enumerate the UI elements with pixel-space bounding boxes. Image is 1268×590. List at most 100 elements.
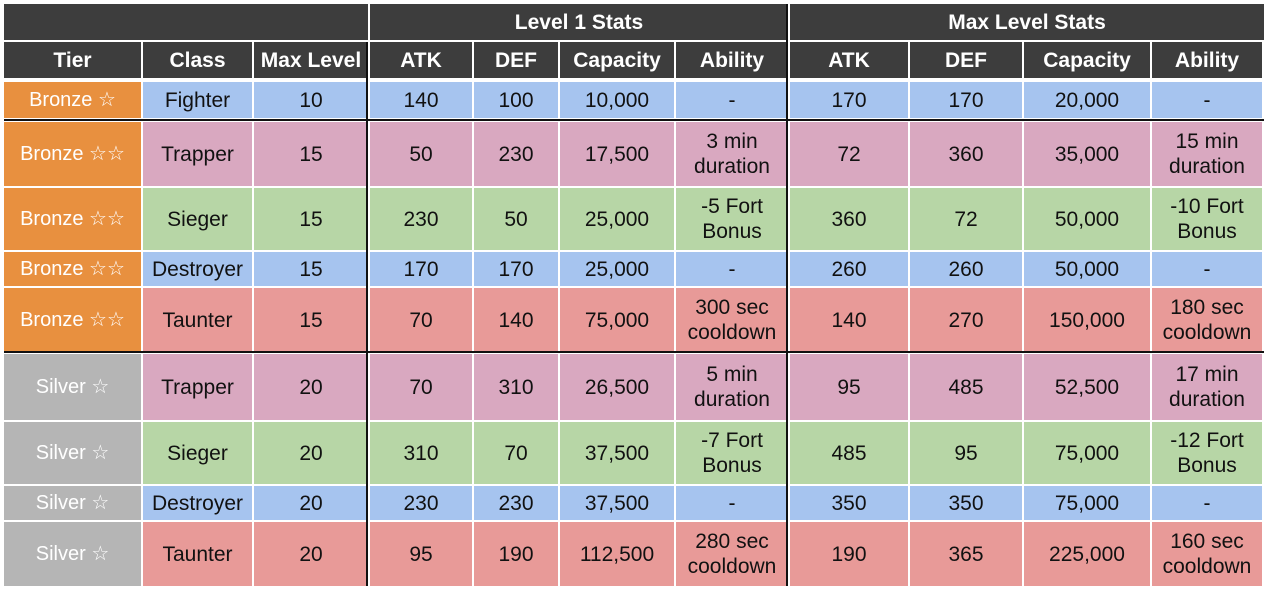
class-cell: Destroyer bbox=[143, 252, 252, 286]
max-atk-cell: 72 bbox=[790, 122, 908, 186]
column-header-max-level: Max Level bbox=[254, 42, 368, 78]
level1-def-cell: 50 bbox=[474, 188, 558, 250]
level1-ability-cell: - bbox=[676, 252, 788, 286]
max-ability-cell: 17 min duration bbox=[1152, 354, 1262, 420]
max-level-cell: 15 bbox=[254, 252, 368, 286]
max-capacity-cell: 35,000 bbox=[1024, 122, 1150, 186]
max-level-cell: 15 bbox=[254, 122, 368, 186]
level1-capacity-cell: 75,000 bbox=[560, 288, 674, 352]
max-ability-cell: 180 sec cooldown bbox=[1152, 288, 1262, 352]
max-level-cell: 20 bbox=[254, 522, 368, 586]
column-header-tier: Tier bbox=[4, 42, 141, 78]
max-ability-cell: 160 sec cooldown bbox=[1152, 522, 1262, 586]
max-capacity-cell: 75,000 bbox=[1024, 486, 1150, 520]
column-header-max-atk: ATK bbox=[790, 42, 908, 78]
max-level-cell: 10 bbox=[254, 82, 368, 118]
level1-ability-cell: 300 sec cooldown bbox=[676, 288, 788, 352]
tier-cell: Bronze ☆☆ bbox=[4, 252, 141, 286]
max-atk-cell: 485 bbox=[790, 422, 908, 484]
column-header-max-capacity: Capacity bbox=[1024, 42, 1150, 78]
level1-atk-cell: 310 bbox=[370, 422, 472, 484]
class-cell: Destroyer bbox=[143, 486, 252, 520]
class-cell: Taunter bbox=[143, 288, 252, 352]
max-atk-cell: 260 bbox=[790, 252, 908, 286]
max-def-cell: 170 bbox=[910, 82, 1022, 118]
max-def-cell: 72 bbox=[910, 188, 1022, 250]
tier-cell: Bronze ☆ bbox=[4, 82, 141, 118]
level1-def-cell: 230 bbox=[474, 486, 558, 520]
max-atk-cell: 190 bbox=[790, 522, 908, 586]
level1-capacity-cell: 37,500 bbox=[560, 422, 674, 484]
tier-cell: Bronze ☆☆ bbox=[4, 188, 141, 250]
group-divider-right bbox=[786, 4, 788, 586]
tier-divider-bronze-silver bbox=[4, 351, 1264, 353]
level1-def-cell: 70 bbox=[474, 422, 558, 484]
level1-atk-cell: 70 bbox=[370, 288, 472, 352]
max-def-cell: 270 bbox=[910, 288, 1022, 352]
max-capacity-cell: 150,000 bbox=[1024, 288, 1150, 352]
level1-capacity-cell: 17,500 bbox=[560, 122, 674, 186]
group-divider-left bbox=[366, 42, 368, 586]
max-ability-cell: - bbox=[1152, 252, 1262, 286]
tier-cell: Silver ☆ bbox=[4, 354, 141, 420]
level1-atk-cell: 70 bbox=[370, 354, 472, 420]
level1-atk-cell: 140 bbox=[370, 82, 472, 118]
level1-atk-cell: 230 bbox=[370, 188, 472, 250]
tier-cell: Bronze ☆☆ bbox=[4, 122, 141, 186]
level1-ability-cell: -5 Fort Bonus bbox=[676, 188, 788, 250]
class-cell: Sieger bbox=[143, 422, 252, 484]
class-cell: Trapper bbox=[143, 122, 252, 186]
max-level-cell: 20 bbox=[254, 422, 368, 484]
max-ability-cell: -10 Fort Bonus bbox=[1152, 188, 1262, 250]
max-capacity-cell: 50,000 bbox=[1024, 188, 1150, 250]
max-def-cell: 260 bbox=[910, 252, 1022, 286]
class-cell: Fighter bbox=[143, 82, 252, 118]
max-ability-cell: - bbox=[1152, 486, 1262, 520]
level1-capacity-cell: 26,500 bbox=[560, 354, 674, 420]
class-cell: Taunter bbox=[143, 522, 252, 586]
level1-def-cell: 230 bbox=[474, 122, 558, 186]
column-header-max-def: DEF bbox=[910, 42, 1022, 78]
level1-atk-cell: 95 bbox=[370, 522, 472, 586]
level1-ability-cell: - bbox=[676, 486, 788, 520]
tier-cell: Silver ☆ bbox=[4, 522, 141, 586]
level1-capacity-cell: 25,000 bbox=[560, 188, 674, 250]
level1-ability-cell: 3 min duration bbox=[676, 122, 788, 186]
max-def-cell: 360 bbox=[910, 122, 1022, 186]
tier-cell: Silver ☆ bbox=[4, 486, 141, 520]
max-ability-cell: -12 Fort Bonus bbox=[1152, 422, 1262, 484]
level1-capacity-cell: 37,500 bbox=[560, 486, 674, 520]
level1-ability-cell: -7 Fort Bonus bbox=[676, 422, 788, 484]
column-header-level1-capacity: Capacity bbox=[560, 42, 674, 78]
level1-ability-cell: 5 min duration bbox=[676, 354, 788, 420]
max-level-cell: 20 bbox=[254, 486, 368, 520]
level1-capacity-cell: 10,000 bbox=[560, 82, 674, 118]
column-header-level1-def: DEF bbox=[474, 42, 558, 78]
max-capacity-cell: 75,000 bbox=[1024, 422, 1150, 484]
class-cell: Trapper bbox=[143, 354, 252, 420]
level1-atk-cell: 170 bbox=[370, 252, 472, 286]
max-atk-cell: 360 bbox=[790, 188, 908, 250]
max-def-cell: 95 bbox=[910, 422, 1022, 484]
max-capacity-cell: 52,500 bbox=[1024, 354, 1150, 420]
column-header-level1-atk: ATK bbox=[370, 42, 472, 78]
max-capacity-cell: 50,000 bbox=[1024, 252, 1150, 286]
max-level-cell: 15 bbox=[254, 288, 368, 352]
class-cell: Sieger bbox=[143, 188, 252, 250]
max-atk-cell: 95 bbox=[790, 354, 908, 420]
level1-atk-cell: 230 bbox=[370, 486, 472, 520]
group-header-level1: Level 1 Stats bbox=[370, 4, 788, 40]
max-level-cell: 15 bbox=[254, 188, 368, 250]
level1-capacity-cell: 112,500 bbox=[560, 522, 674, 586]
level1-def-cell: 190 bbox=[474, 522, 558, 586]
max-atk-cell: 350 bbox=[790, 486, 908, 520]
tier-divider-bronze-1-2 bbox=[4, 119, 1264, 121]
column-header-class: Class bbox=[143, 42, 252, 78]
group-header-max-level: Max Level Stats bbox=[790, 4, 1264, 40]
tier-cell: Silver ☆ bbox=[4, 422, 141, 484]
column-header-max-ability: Ability bbox=[1152, 42, 1262, 78]
max-atk-cell: 170 bbox=[790, 82, 908, 118]
header-spacer bbox=[4, 4, 368, 40]
max-def-cell: 485 bbox=[910, 354, 1022, 420]
